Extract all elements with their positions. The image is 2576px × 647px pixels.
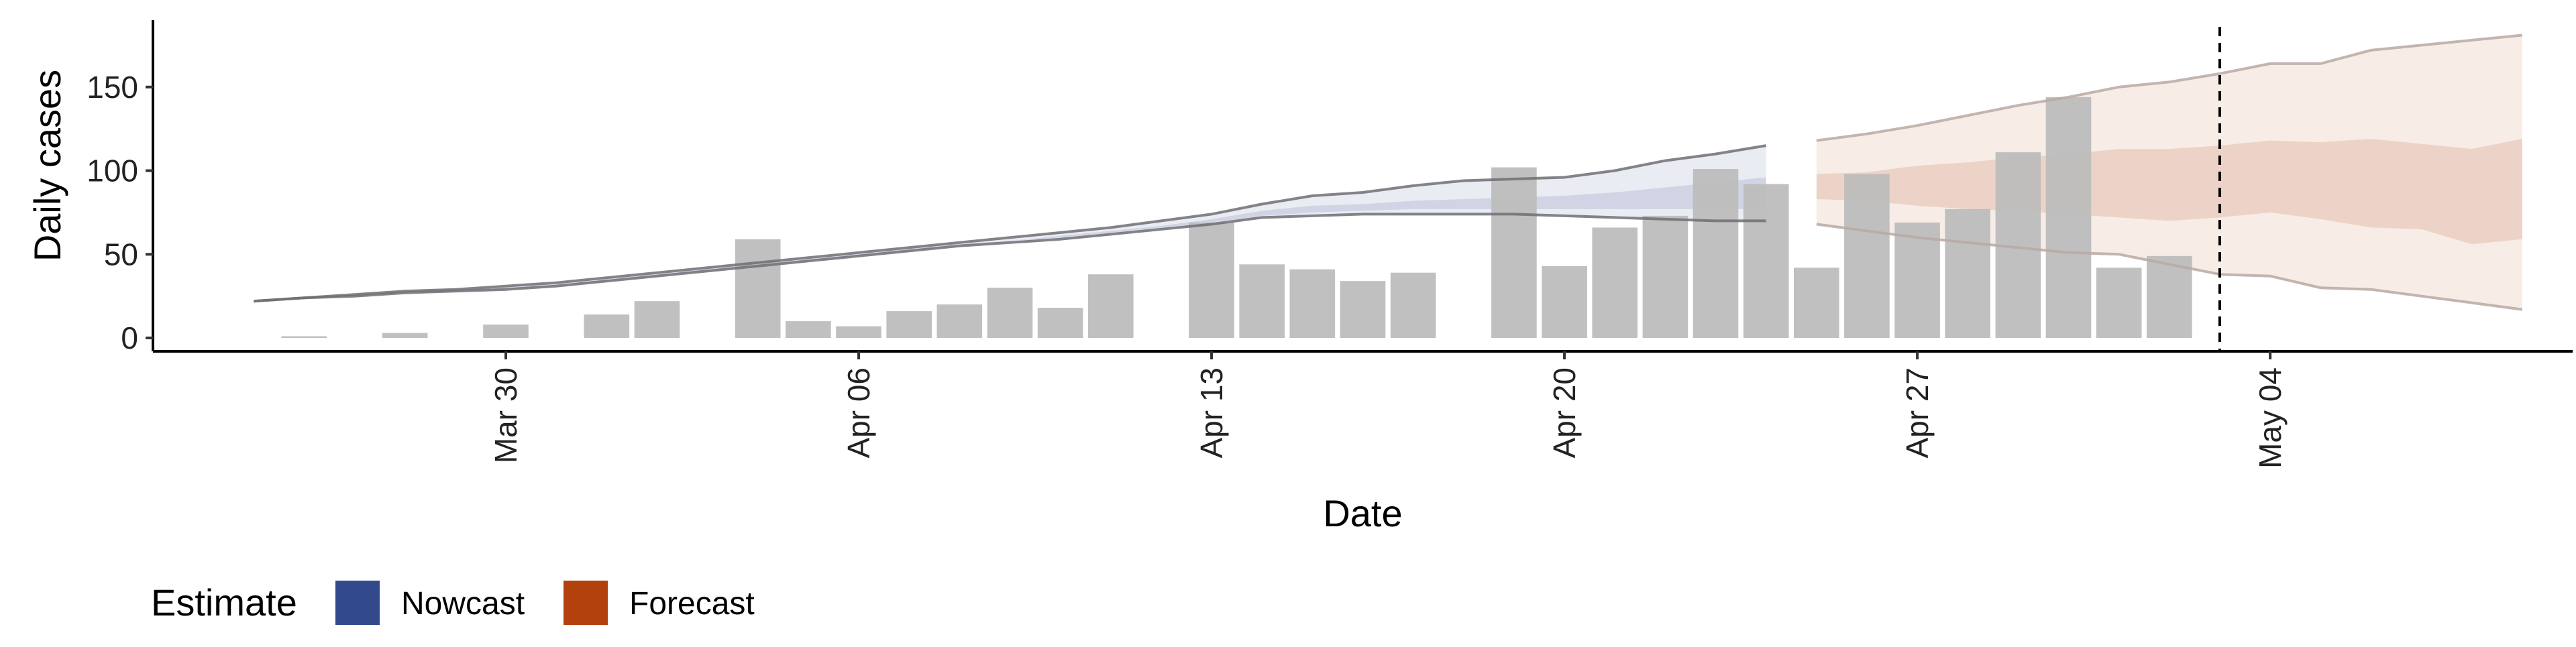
bar-2020-04-11 bbox=[1088, 274, 1134, 338]
bar-2020-04-27 bbox=[1894, 222, 1940, 339]
y-axis-title: Daily cases bbox=[26, 70, 68, 261]
bar-2020-04-16 bbox=[1340, 281, 1386, 338]
nowcast-lower-line bbox=[254, 213, 1766, 303]
bar-2020-04-08 bbox=[936, 304, 983, 338]
legend: Estimate Nowcast Forecast bbox=[151, 581, 755, 625]
nowcast-upper-line bbox=[254, 144, 1767, 303]
bar-2020-04-17 bbox=[1390, 272, 1436, 338]
bar-2020-05-02 bbox=[2147, 255, 2192, 339]
x-tick-label: Apr 27 bbox=[1900, 367, 1935, 459]
bar-2020-04-20 bbox=[1542, 266, 1587, 339]
bar-2020-04-15 bbox=[1289, 269, 1336, 338]
legend-label-nowcast: Nowcast bbox=[401, 586, 525, 622]
nowcast-band-50 bbox=[254, 177, 1766, 302]
y-tick-label: 100 bbox=[87, 154, 138, 188]
forecast-upper-line bbox=[1816, 34, 2523, 142]
forecast-lower-line bbox=[1816, 223, 2523, 311]
bar-2020-04-24 bbox=[1743, 184, 1789, 338]
bar-2020-04-02 bbox=[634, 301, 680, 339]
legend-swatch-nowcast bbox=[335, 581, 380, 625]
forecast-band-90 bbox=[1816, 35, 2522, 310]
bar-2020-04-21 bbox=[1592, 227, 1638, 339]
y-tick-label: 0 bbox=[121, 320, 138, 355]
x-tick-label: Apr 06 bbox=[841, 367, 876, 459]
x-axis-title: Date bbox=[1323, 492, 1402, 534]
x-tick-label: Apr 13 bbox=[1194, 367, 1229, 459]
bar-2020-04-19 bbox=[1491, 167, 1537, 339]
nowcast-band-90 bbox=[254, 145, 1766, 302]
y-axis-ticks: 0 50 100 150 bbox=[87, 70, 153, 355]
bar-2020-04-05 bbox=[786, 321, 831, 338]
estimate-bound-lines-layer bbox=[254, 34, 2523, 311]
bar-2020-03-30 bbox=[483, 325, 529, 339]
axes-layer: Mar 30 Apr 06 Apr 13 Apr 20 Apr 27 May 04 0 50… bbox=[87, 20, 2573, 469]
reported-cases-bars-layer bbox=[281, 97, 2192, 339]
forecast-band-50 bbox=[1816, 139, 2522, 245]
legend-title: Estimate bbox=[151, 581, 297, 624]
bar-2020-04-13 bbox=[1189, 222, 1234, 339]
y-tick-label: 150 bbox=[87, 70, 138, 105]
bar-2020-04-14 bbox=[1239, 264, 1285, 339]
legend-swatch-forecast bbox=[564, 581, 608, 625]
bar-2020-04-25 bbox=[1794, 268, 1839, 339]
y-tick-label: 50 bbox=[104, 237, 138, 272]
bar-2020-04-06 bbox=[836, 326, 881, 339]
bar-2020-04-22 bbox=[1642, 215, 1688, 338]
x-tick-label: Mar 30 bbox=[488, 367, 523, 463]
bar-2020-05-01 bbox=[2096, 268, 2142, 339]
estimate-ribbons-layer bbox=[254, 35, 2522, 310]
bar-2020-04-04 bbox=[735, 239, 781, 338]
bar-2020-04-23 bbox=[1693, 169, 1739, 339]
legend-label-forecast: Forecast bbox=[629, 586, 755, 622]
bar-2020-04-01 bbox=[584, 314, 630, 338]
bar-2020-04-10 bbox=[1037, 308, 1083, 338]
bar-2020-04-07 bbox=[886, 311, 932, 338]
x-axis-ticks: Mar 30 Apr 06 Apr 13 Apr 20 Apr 27 May 04 bbox=[488, 351, 2288, 469]
bar-2020-04-30 bbox=[2045, 97, 2092, 339]
bar-2020-03-26 bbox=[281, 336, 327, 338]
bar-2020-03-28 bbox=[382, 333, 428, 339]
x-tick-label: Apr 20 bbox=[1547, 367, 1582, 459]
bar-2020-04-09 bbox=[987, 288, 1033, 338]
bar-2020-04-28 bbox=[1945, 209, 1990, 338]
bar-2020-04-26 bbox=[1844, 174, 1890, 338]
x-tick-label: May 04 bbox=[2253, 367, 2288, 469]
